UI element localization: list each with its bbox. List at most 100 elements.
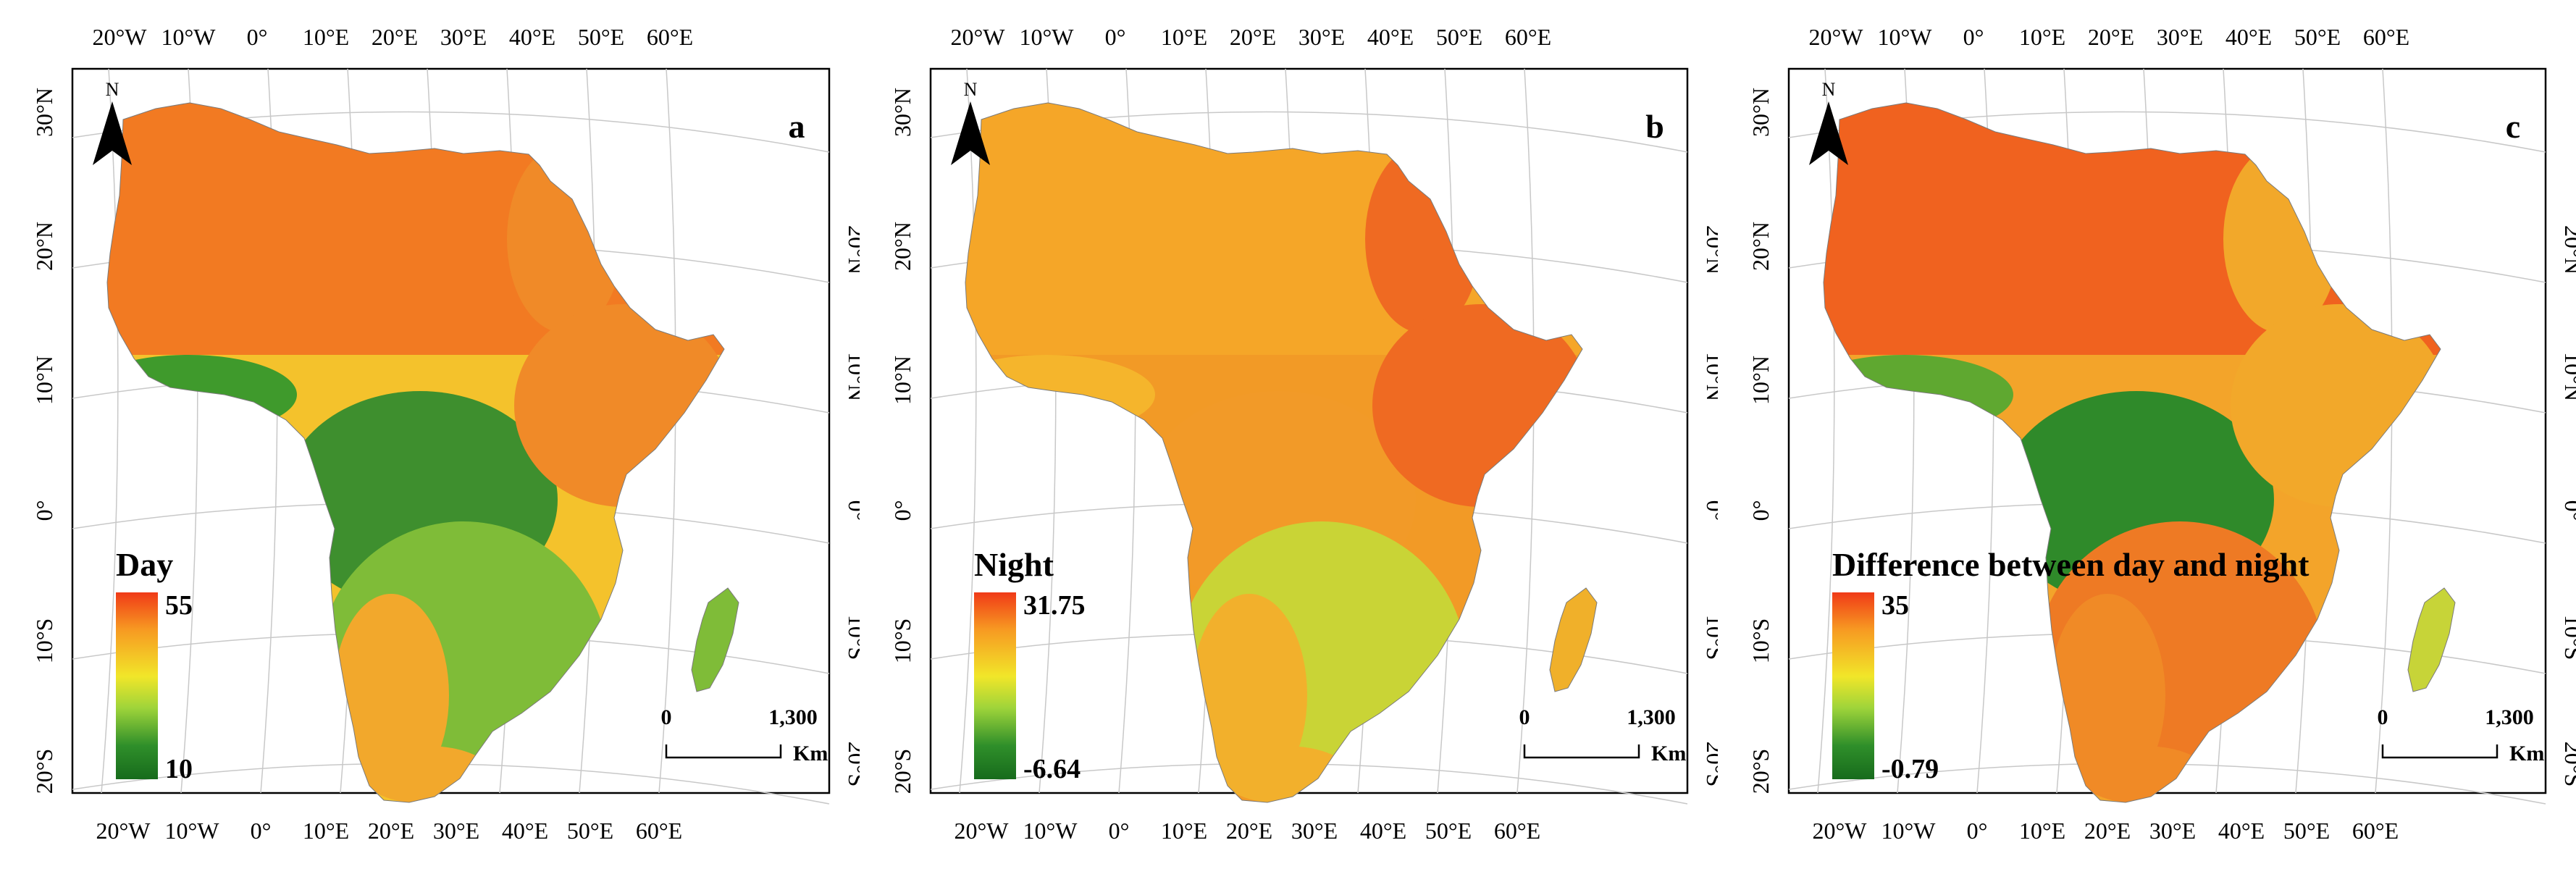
right-latitude-label: 10°S bbox=[1702, 615, 1718, 660]
top-longitude-label: 20°W bbox=[1809, 24, 1864, 50]
bottom-longitude-label: 10°W bbox=[1881, 818, 1937, 844]
bottom-longitude-label: 20°E bbox=[2084, 818, 2131, 844]
bottom-longitude-label: 10°E bbox=[2019, 818, 2065, 844]
map-border bbox=[929, 67, 1689, 794]
bottom-longitude-label: 20°E bbox=[1226, 818, 1272, 844]
legend-min-label: 10 bbox=[165, 754, 193, 784]
longitude-line bbox=[959, 68, 977, 794]
bottom-longitude-label: 30°E bbox=[433, 818, 479, 844]
longitude-line bbox=[2375, 68, 2393, 794]
left-latitude-label: 30°N bbox=[1748, 88, 1774, 137]
left-latitude-label: 20°N bbox=[1748, 222, 1774, 271]
region-kalahari bbox=[1191, 594, 1307, 797]
region-west-coast bbox=[107, 355, 297, 435]
africa-landmass bbox=[1824, 103, 2441, 802]
map-panel-a: a N Day 55 10 0 1,300 Km 20°W 10°W 0° 10°E 20°E 30°E 4… bbox=[0, 0, 870, 877]
bottom-longitude-label: 40°E bbox=[2218, 818, 2265, 844]
left-latitude-label: 20°N bbox=[889, 222, 915, 271]
right-latitude-label: 10°S bbox=[2560, 615, 2576, 660]
top-longitude-label: 10°W bbox=[1020, 24, 1075, 50]
region-red-sea bbox=[1365, 145, 1481, 333]
africa-landmass bbox=[107, 103, 724, 802]
map-frame-a: a N Day 55 10 0 1,300 Km 20°W 10°W 0° 10°E 20°E 30°E 4… bbox=[31, 24, 870, 844]
region-kalahari bbox=[2050, 594, 2165, 797]
scale-bar-zero: 0 bbox=[661, 705, 672, 729]
right-latitude-label: 20°N bbox=[1702, 225, 1718, 274]
panel-letter: b bbox=[1645, 108, 1664, 145]
left-latitude-label: 10°N bbox=[1748, 356, 1774, 405]
top-longitude-label: 20°E bbox=[1230, 24, 1276, 50]
legend-min-label: -0.79 bbox=[1881, 754, 1939, 784]
north-arrow-icon: N bbox=[1809, 79, 1848, 165]
longitude-line bbox=[658, 68, 676, 794]
bottom-longitude-label: 20°W bbox=[96, 818, 151, 844]
left-latitude-label: 30°N bbox=[31, 88, 57, 137]
legend-title: Night bbox=[974, 546, 1054, 583]
top-longitude-label: 40°E bbox=[2225, 24, 2272, 50]
scale-bar-value: 1,300 bbox=[1627, 705, 1676, 729]
scale-bar-line bbox=[665, 744, 782, 759]
scale-bar: 0 1,300 Km bbox=[661, 705, 828, 765]
region-cape bbox=[362, 746, 492, 802]
longitude-line bbox=[1817, 68, 1835, 794]
legend-max-label: 31.75 bbox=[1023, 590, 1086, 621]
right-latitude-label: 0° bbox=[844, 500, 860, 521]
madagascar bbox=[691, 587, 739, 692]
north-label: N bbox=[1822, 79, 1836, 100]
legend-colorbar bbox=[1832, 592, 1874, 779]
africa-coastline bbox=[965, 102, 1583, 803]
scale-bar-value: 1,300 bbox=[768, 705, 818, 729]
scale-bar-line bbox=[1523, 744, 1640, 759]
region-west-coast bbox=[965, 355, 1155, 435]
left-latitude-label: 30°N bbox=[889, 88, 915, 137]
top-longitude-label: 60°E bbox=[1505, 24, 1551, 50]
left-latitude-label: 10°N bbox=[889, 356, 915, 405]
region-red-sea bbox=[2223, 145, 2339, 333]
scale-bar-unit: Km bbox=[2509, 742, 2544, 765]
top-longitude-label: 60°E bbox=[2363, 24, 2409, 50]
scale-bar-value: 1,300 bbox=[2485, 705, 2534, 729]
bottom-longitude-label: 50°E bbox=[567, 818, 613, 844]
scale-bar: 0 1,300 Km bbox=[2378, 705, 2545, 765]
region-red-sea bbox=[507, 145, 623, 333]
bottom-longitude-label: 40°E bbox=[1360, 818, 1406, 844]
africa-coastline bbox=[106, 102, 725, 803]
bottom-longitude-label: 0° bbox=[1967, 818, 1988, 844]
top-longitude-label: 0° bbox=[1963, 24, 1984, 50]
north-label: N bbox=[106, 79, 119, 100]
right-latitude-label: 20°S bbox=[1702, 742, 1718, 787]
region-cape bbox=[1220, 746, 1351, 802]
bottom-longitude-label: 50°E bbox=[2283, 818, 2330, 844]
right-latitude-label: 0° bbox=[1702, 500, 1718, 521]
bottom-longitude-label: 10°E bbox=[303, 818, 349, 844]
right-latitude-label: 0° bbox=[2560, 500, 2576, 521]
bottom-longitude-label: 0° bbox=[251, 818, 272, 844]
left-latitude-label: 10°S bbox=[31, 618, 57, 664]
bottom-longitude-label: 30°E bbox=[1291, 818, 1338, 844]
right-latitude-label: 10°N bbox=[844, 352, 860, 401]
panel-letter: a bbox=[789, 108, 805, 145]
top-longitude-label: 40°E bbox=[509, 24, 555, 50]
map-frame-c: c N Difference between day and night 35 -0.7… bbox=[1748, 24, 2576, 844]
legend-min-label: -6.64 bbox=[1023, 754, 1081, 784]
bottom-longitude-label: 10°E bbox=[1161, 818, 1207, 844]
top-longitude-label: 0° bbox=[247, 24, 268, 50]
left-latitude-label: 20°S bbox=[31, 749, 57, 794]
left-latitude-label: 20°N bbox=[31, 222, 57, 271]
map-frame-b: b N Night 31.75 -6.64 0 1,300 Km 20°W 10°W 0° 10°E 2… bbox=[889, 24, 1728, 844]
top-longitude-label: 50°E bbox=[1436, 24, 1482, 50]
top-longitude-label: 10°W bbox=[1878, 24, 1933, 50]
top-longitude-label: 30°E bbox=[2157, 24, 2203, 50]
right-latitude-label: 10°N bbox=[2560, 352, 2576, 401]
africa-landmass bbox=[965, 103, 1582, 802]
top-longitude-label: 10°W bbox=[161, 24, 217, 50]
top-longitude-label: 10°E bbox=[1161, 24, 1207, 50]
map-border bbox=[1787, 67, 2547, 794]
madagascar bbox=[1549, 587, 1598, 692]
africa-coastline bbox=[1823, 102, 2441, 803]
bottom-longitude-label: 40°E bbox=[502, 818, 548, 844]
top-longitude-label: 10°E bbox=[303, 24, 349, 50]
map-border bbox=[71, 67, 831, 794]
scale-bar-unit: Km bbox=[793, 742, 828, 765]
legend-colorbar bbox=[116, 592, 158, 779]
